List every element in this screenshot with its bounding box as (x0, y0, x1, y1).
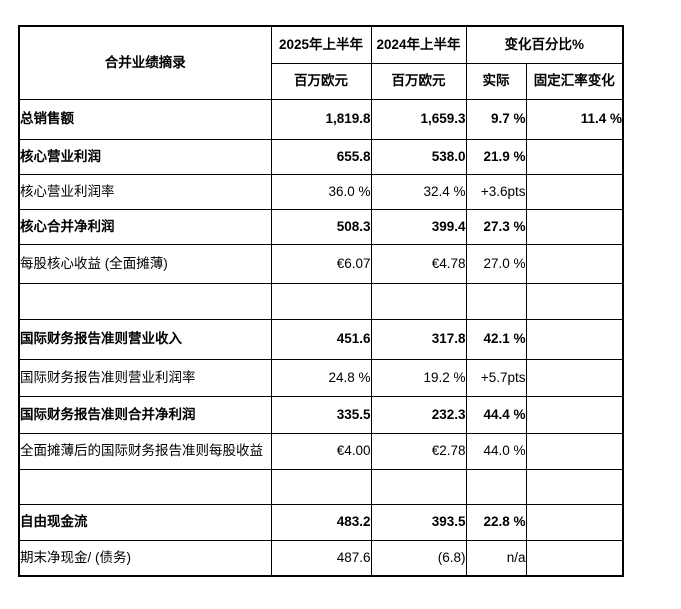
value-2024-cell: 393.5 (370, 503, 467, 541)
value-fx-cell (525, 503, 624, 541)
value-2024-cell: 232.3 (370, 395, 467, 434)
row-label-cell: 国际财务报告准则营业利润率 (18, 358, 272, 397)
table-row-empty (18, 468, 624, 505)
value-fx-cell (525, 138, 624, 175)
table-row: 核心合并净利润 508.3 399.4 27.3 % (18, 208, 624, 245)
value-2024-cell: (6.8) (370, 539, 467, 577)
column-subheader-actual: 实际 (465, 62, 527, 100)
value-actual-cell: 27.0 % (465, 243, 527, 284)
row-label-cell: 全面摊薄后的国际财务报告准则每股收益 (18, 432, 272, 470)
value-fx-cell (525, 432, 624, 470)
value-2025-cell: 1,819.8 (270, 98, 372, 140)
value-fx-cell (525, 208, 624, 245)
row-label-cell: 每股核心收益 (全面摊薄) (18, 243, 272, 284)
value-2025-cell: €6.07 (270, 243, 372, 284)
column-subheader-unit-2025: 百万欧元 (270, 62, 372, 100)
table-row: 国际财务报告准则合并净利润 335.5 232.3 44.4 % (18, 395, 624, 434)
corner-header-cell: 合并业绩摘录 (18, 25, 272, 100)
column-header-2024: 2024年上半年 (370, 25, 467, 64)
financial-summary-table: 合并业绩摘录 2025年上半年 2024年上半年 变化百分比% 百万欧元 百万欧… (18, 25, 625, 577)
value-2025-cell: 335.5 (270, 395, 372, 434)
row-label-cell: 核心营业利润 (18, 138, 272, 175)
value-2024-cell: €2.78 (370, 432, 467, 470)
row-label-cell: 核心合并净利润 (18, 208, 272, 245)
column-subheader-unit-2024: 百万欧元 (370, 62, 467, 100)
value-actual-cell: 42.1 % (465, 318, 527, 360)
value-2024-cell: 1,659.3 (370, 98, 467, 140)
table-row: 期末净现金/ (债务) 487.6 (6.8) n/a (18, 539, 624, 577)
table-row: 国际财务报告准则营业收入 451.6 317.8 42.1 % (18, 318, 624, 360)
row-label-cell: 国际财务报告准则合并净利润 (18, 395, 272, 434)
value-2025-cell: €4.00 (270, 432, 372, 470)
value-fx-cell (525, 395, 624, 434)
table-row: 全面摊薄后的国际财务报告准则每股收益 €4.00 €2.78 44.0 % (18, 432, 624, 470)
column-header-change-pct: 变化百分比% (465, 25, 624, 64)
row-label-cell: 总销售额 (18, 98, 272, 140)
value-2025-cell (270, 282, 372, 320)
table-header: 合并业绩摘录 2025年上半年 2024年上半年 变化百分比% 百万欧元 百万欧… (18, 25, 624, 100)
table-row-empty (18, 282, 624, 320)
table-row: 自由现金流 483.2 393.5 22.8 % (18, 503, 624, 541)
value-2025-cell (270, 468, 372, 505)
row-label-cell: 自由现金流 (18, 503, 272, 541)
value-2024-cell: 538.0 (370, 138, 467, 175)
value-actual-cell: n/a (465, 539, 527, 577)
value-actual-cell: 9.7 % (465, 98, 527, 140)
column-subheader-fx-change: 固定汇率变化 (525, 62, 624, 100)
value-actual-cell (465, 468, 527, 505)
value-2024-cell: 32.4 % (370, 173, 467, 210)
value-actual-cell: +5.7pts (465, 358, 527, 397)
value-actual-cell: 22.8 % (465, 503, 527, 541)
value-2024-cell (370, 282, 467, 320)
column-header-2025: 2025年上半年 (270, 25, 372, 64)
value-2025-cell: 655.8 (270, 138, 372, 175)
value-actual-cell: 44.0 % (465, 432, 527, 470)
value-2025-cell: 36.0 % (270, 173, 372, 210)
value-fx-cell (525, 173, 624, 210)
header-row-units: 百万欧元 百万欧元 实际 固定汇率变化 (19, 62, 624, 100)
value-2024-cell: 399.4 (370, 208, 467, 245)
value-2025-cell: 508.3 (270, 208, 372, 245)
value-fx-cell (525, 539, 624, 577)
row-label-cell: 核心营业利润率 (18, 173, 272, 210)
value-actual-cell: 44.4 % (465, 395, 527, 434)
value-2025-cell: 24.8 % (270, 358, 372, 397)
row-label-cell: 期末净现金/ (债务) (18, 539, 272, 577)
row-label-cell: 国际财务报告准则营业收入 (18, 318, 272, 360)
table-body: 总销售额 1,819.8 1,659.3 9.7 % 11.4 % 核心营业利润 655.8… (18, 98, 624, 577)
row-label-cell (18, 468, 272, 505)
value-2024-cell (370, 468, 467, 505)
value-2025-cell: 483.2 (270, 503, 372, 541)
table-row: 核心营业利润率 36.0 % 32.4 % +3.6pts (18, 173, 624, 210)
value-fx-cell (525, 318, 624, 360)
value-fx-cell (525, 282, 624, 320)
value-2025-cell: 487.6 (270, 539, 372, 577)
value-2024-cell: €4.78 (370, 243, 467, 284)
value-2024-cell: 317.8 (370, 318, 467, 360)
table-row: 国际财务报告准则营业利润率 24.8 % 19.2 % +5.7pts (18, 358, 624, 397)
table-row: 总销售额 1,819.8 1,659.3 9.7 % 11.4 % (18, 98, 624, 140)
value-2024-cell: 19.2 % (370, 358, 467, 397)
value-fx-cell (525, 358, 624, 397)
row-label-cell (18, 282, 272, 320)
value-actual-cell: 21.9 % (465, 138, 527, 175)
value-fx-cell (525, 468, 624, 505)
value-fx-cell (525, 243, 624, 284)
header-row-periods: 合并业绩摘录 2025年上半年 2024年上半年 变化百分比% (18, 25, 624, 100)
value-fx-cell: 11.4 % (525, 98, 624, 140)
table-row: 每股核心收益 (全面摊薄) €6.07 €4.78 27.0 % (18, 243, 624, 284)
value-2025-cell: 451.6 (270, 318, 372, 360)
value-actual-cell: +3.6pts (465, 173, 527, 210)
value-actual-cell (465, 282, 527, 320)
table-row: 核心营业利润 655.8 538.0 21.9 % (18, 138, 624, 175)
value-actual-cell: 27.3 % (465, 208, 527, 245)
